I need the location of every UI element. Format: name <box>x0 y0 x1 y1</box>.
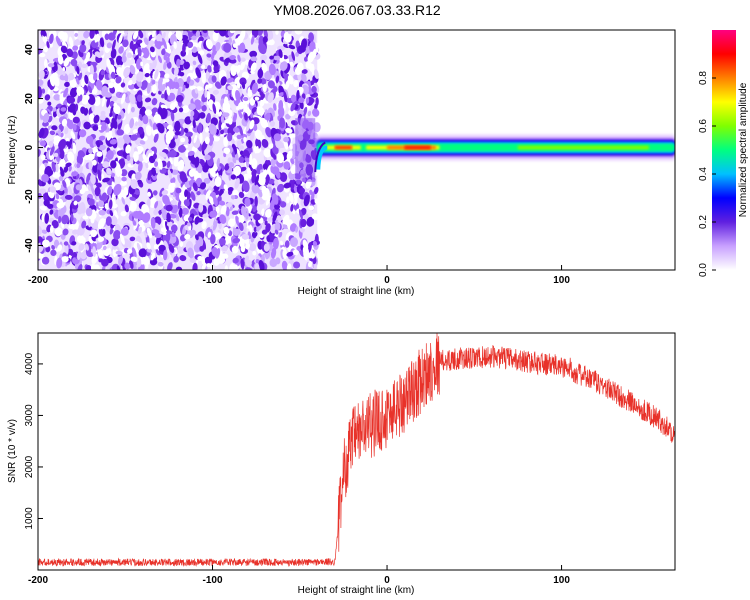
colorbar-tick-label: 0.0 <box>698 263 709 277</box>
colorbar-tick-label: 0.6 <box>698 119 709 133</box>
colorbar-gradient <box>712 30 736 270</box>
snr-panel: -200 -100 0 100 1000 2000 3000 4000 Height of … <box>7 332 676 596</box>
figure-title: YM08.2026.067.03.33.R12 <box>273 2 441 18</box>
spectrogram-x-axis: -200 -100 0 100 <box>28 265 570 286</box>
snr-y-label: SNR (10 * v/v) <box>7 419 18 483</box>
snr-y-tick-label: 2000 <box>24 455 35 478</box>
spectrogram-y-label: Frequency (Hz) <box>7 116 18 185</box>
snr-y-axis: 1000 2000 3000 4000 <box>24 352 43 530</box>
snr-x-tick-label: 100 <box>553 575 570 586</box>
colorbar-tick-label: 0.4 <box>698 167 709 181</box>
spectrogram-frame <box>37 29 676 271</box>
spectrogram-x-tick-label: -100 <box>203 275 223 286</box>
spectrogram-y-tick-label: -40 <box>24 238 35 253</box>
spectrogram-x-label: Height of straight line (km) <box>298 286 415 297</box>
spectrogram-y-axis: -40 -20 0 20 40 <box>24 44 43 253</box>
spectrogram-x-tick-label: 0 <box>384 275 390 286</box>
colorbar-label: Normalized spectral amplitude <box>738 82 749 217</box>
snr-y-tick-label: 4000 <box>24 352 35 375</box>
spectrogram-y-tick-label: 0 <box>24 144 35 150</box>
snr-x-tick-label: -200 <box>28 575 48 586</box>
snr-x-label: Height of straight line (km) <box>298 585 415 596</box>
spectrogram-noise-region <box>38 30 321 270</box>
spectrogram-y-tick-label: 20 <box>24 93 35 105</box>
snr-x-tick-label: 0 <box>384 575 390 586</box>
snr-x-axis: -200 -100 0 100 <box>28 565 570 586</box>
snr-frame <box>37 332 676 571</box>
snr-x-tick-label: -100 <box>203 575 223 586</box>
colorbar-tick-label: 0.2 <box>698 215 709 229</box>
spectrogram-x-tick-label: -200 <box>28 275 48 286</box>
colorbar-ticks: 0.0 0.2 0.4 0.6 0.8 <box>698 71 716 277</box>
snr-y-tick-label: 3000 <box>24 404 35 427</box>
snr-series-line <box>38 333 675 567</box>
spectrogram-y-tick-label: 40 <box>24 44 35 56</box>
colorbar-tick-label: 0.8 <box>698 71 709 85</box>
colorbar: 0.0 0.2 0.4 0.6 0.8 Normalized spectral ampl… <box>698 30 749 277</box>
spectrogram-signal-band <box>314 134 675 173</box>
spectrogram-x-tick-label: 100 <box>553 275 570 286</box>
spectrogram-y-tick-label: -20 <box>24 189 35 204</box>
snr-y-tick-label: 1000 <box>24 507 35 530</box>
